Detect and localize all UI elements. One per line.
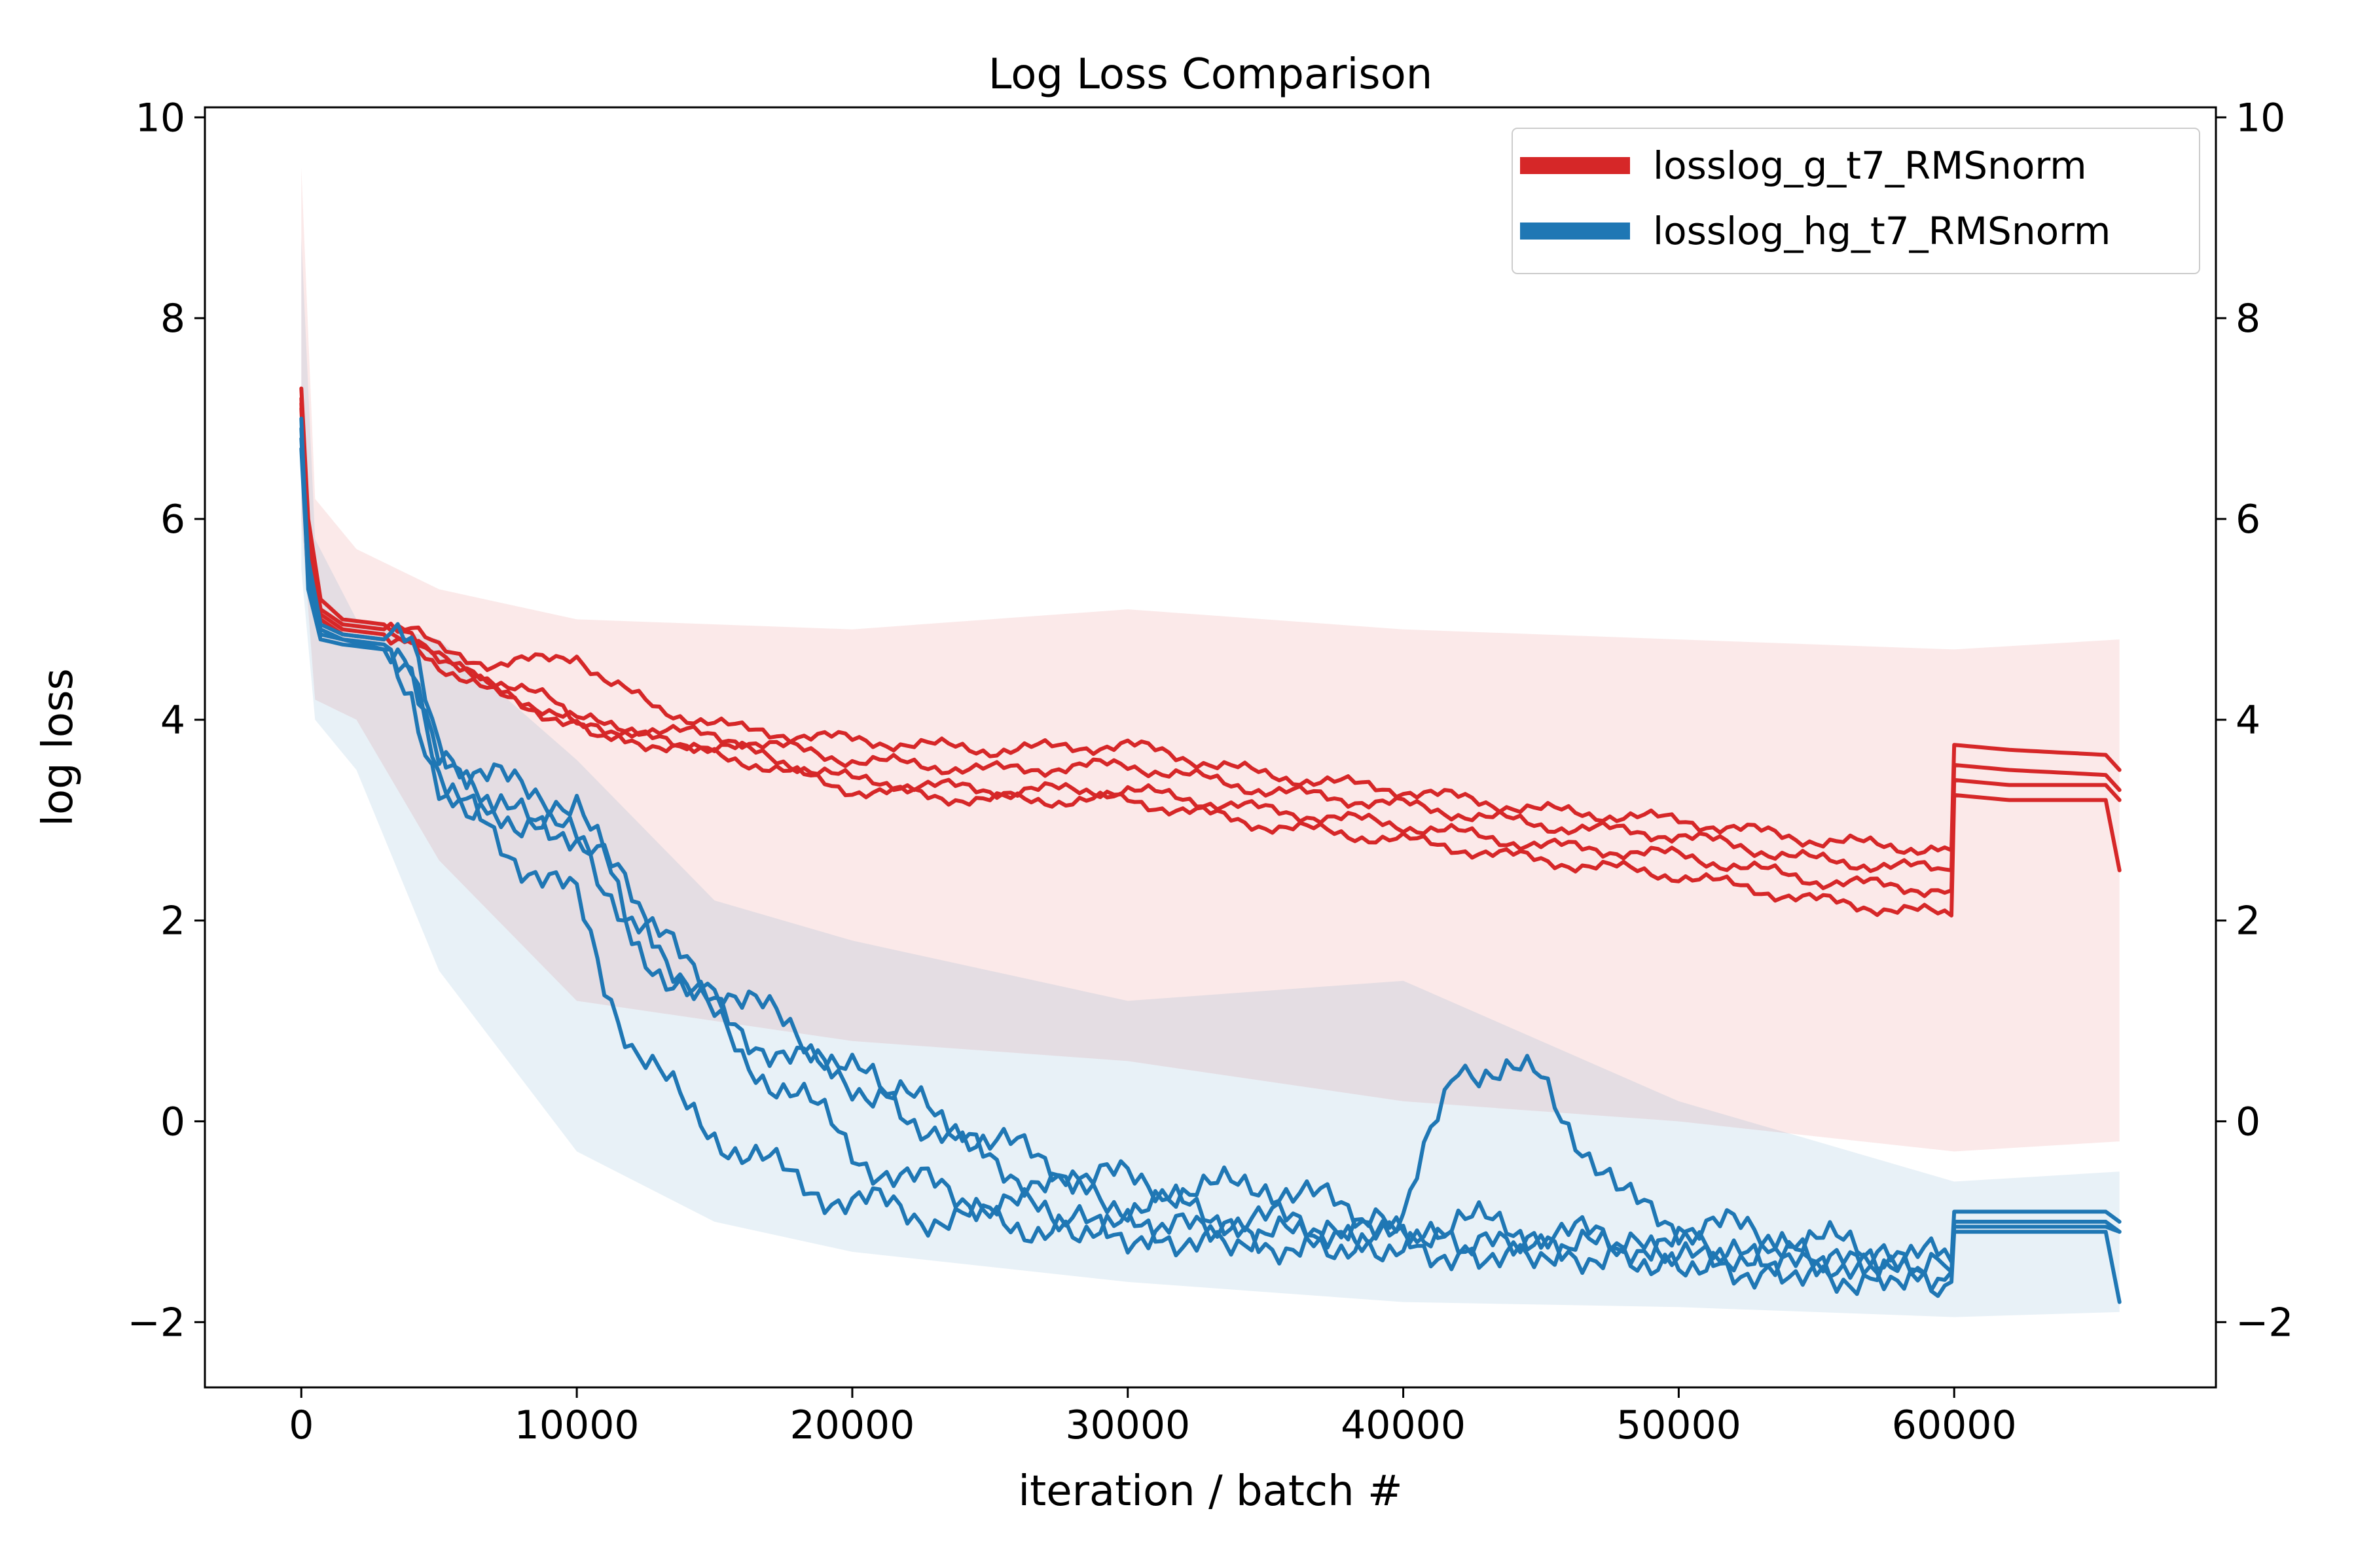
plot-area xyxy=(204,106,2217,1389)
x-tick-label: 30000 xyxy=(1065,1402,1190,1448)
x-tick-label: 50000 xyxy=(1616,1402,1741,1448)
y-tick-label-right: 10 xyxy=(2236,95,2285,141)
x-tick-label: 20000 xyxy=(789,1402,915,1448)
x-axis-label: iteration / batch # xyxy=(1018,1467,1402,1516)
y-axis-right-ticks: −2 0 2 4 6 8 10 xyxy=(2216,95,2293,1345)
x-axis-ticks: 0 10000 20000 30000 40000 50000 60000 xyxy=(289,1387,2017,1448)
y-tick-label-right: 2 xyxy=(2236,899,2260,944)
y-tick-label-left: 2 xyxy=(160,899,185,944)
legend-label-g: losslog_g_t7_RMSnorm xyxy=(1653,143,2087,188)
y-axis-label: log loss xyxy=(34,668,82,827)
y-tick-label-right: −2 xyxy=(2236,1300,2293,1345)
y-tick-label-right: 6 xyxy=(2236,497,2260,543)
chart-title: Log Loss Comparison xyxy=(988,50,1433,99)
series-line-g-run-3 xyxy=(299,401,2122,899)
y-tick-label-left: 4 xyxy=(160,698,185,743)
y-tick-label-left: 8 xyxy=(160,296,185,342)
y-tick-label-left: −2 xyxy=(128,1300,185,1345)
x-tick-label: 0 xyxy=(289,1402,314,1448)
x-tick-label: 60000 xyxy=(1892,1402,2017,1448)
series-lines xyxy=(299,386,2122,1304)
x-tick-label: 40000 xyxy=(1341,1402,1466,1448)
y-tick-label-left: 6 xyxy=(160,497,185,543)
variance-bands xyxy=(301,168,2120,1317)
series-line-g-run-4 xyxy=(299,406,2122,918)
legend: losslog_g_t7_RMSnorm losslog_hg_t7_RMSno… xyxy=(1512,128,2200,274)
y-tick-label-left: 10 xyxy=(136,95,185,141)
series-line-g-run-2 xyxy=(299,396,2122,874)
legend-label-hg: losslog_hg_t7_RMSnorm xyxy=(1653,209,2111,253)
y-tick-label-left: 0 xyxy=(160,1099,185,1145)
series-line-g-run-1 xyxy=(299,386,2122,856)
y-axis-left-ticks: −2 0 2 4 6 8 10 xyxy=(128,95,205,1345)
band-g xyxy=(301,168,2120,1152)
y-tick-label-right: 4 xyxy=(2236,698,2260,743)
legend-box xyxy=(1512,128,2200,274)
series-line-hg-run-4 xyxy=(299,416,2122,1304)
y-tick-label-right: 0 xyxy=(2236,1099,2260,1145)
series-line-hg-run-2 xyxy=(299,426,2122,1292)
y-tick-label-right: 8 xyxy=(2236,296,2260,342)
x-tick-label: 10000 xyxy=(515,1402,640,1448)
